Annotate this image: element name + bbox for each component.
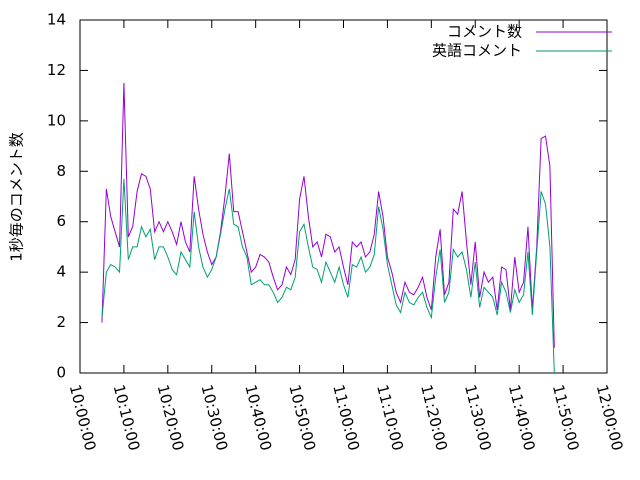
x-tick-label: 10:00:00 [66,383,100,453]
x-tick-label: 10:50:00 [285,383,319,453]
x-tick-label: 11:10:00 [373,383,407,453]
legend-label: 英語コメント [432,42,522,60]
y-axis-label: 1秒毎のコメント数 [8,132,26,262]
y-tick-label: 2 [56,313,66,331]
x-tick-label: 10:30:00 [198,383,232,453]
y-tick-label: 12 [47,61,66,79]
x-tick-label: 10:40:00 [241,383,275,453]
y-tick-label: 8 [56,162,66,180]
x-tick-label: 11:20:00 [417,383,451,453]
series-line [101,83,555,348]
y-tick-label: 10 [47,111,66,129]
x-tick-label: 11:00:00 [329,383,363,453]
x-tick-label: 11:30:00 [461,383,495,453]
y-tick-label: 6 [56,212,66,230]
y-tick-label: 0 [56,364,66,382]
plot-frame [79,19,608,374]
series-line [101,178,555,374]
x-tick-label: 10:10:00 [110,383,144,453]
x-tick-label: 12:00:00 [593,383,627,453]
legend-label: コメント数 [447,23,522,41]
y-tick-label: 4 [56,263,66,281]
x-tick-label: 11:50:00 [549,383,583,453]
y-tick-label: 14 [47,11,66,29]
x-tick-label: 11:40:00 [505,383,539,453]
x-tick-label: 10:20:00 [154,383,188,453]
